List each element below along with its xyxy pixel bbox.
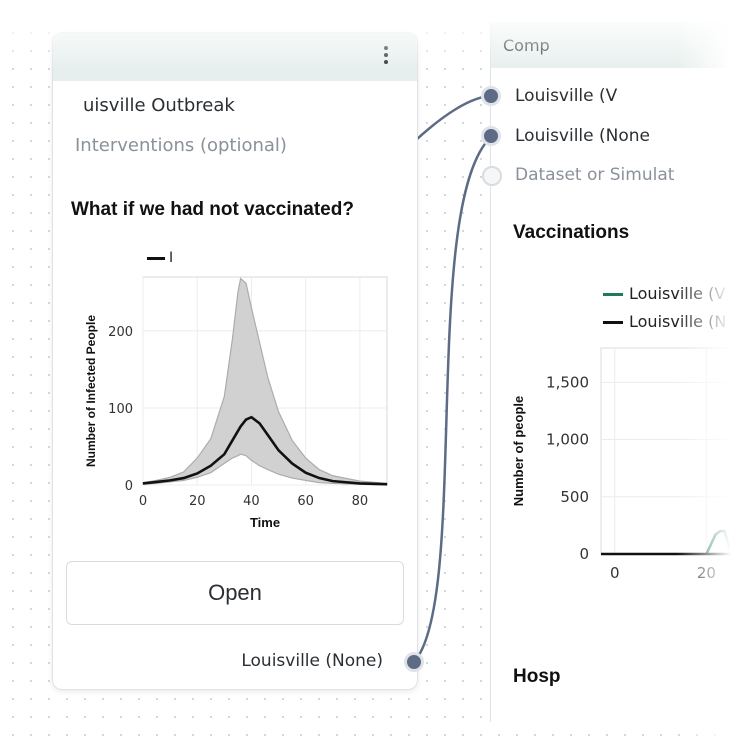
- input-label-louisville-none: Louisville (None: [515, 126, 651, 146]
- legend-louisville-none: Louisville (N: [603, 312, 726, 331]
- x-tick-label: 60: [297, 494, 314, 509]
- y-tick-label: 1,500: [546, 373, 589, 391]
- y-tick-label: 100: [108, 402, 133, 417]
- y-tick-label: 200: [108, 325, 133, 340]
- legend-label: Louisville (V: [629, 284, 726, 303]
- infected-chart: 0 20 40 60 80 0 100 200 Time Number of Infected P…: [84, 276, 388, 530]
- chart-legend: I: [147, 250, 173, 266]
- compare-node[interactable]: Comp Louisville (V Louisville (None Data…: [490, 22, 737, 722]
- interventions-input[interactable]: Interventions (optional): [75, 135, 287, 156]
- series-line-I: [142, 415, 388, 486]
- legend-louisville-v: Louisville (V: [603, 284, 725, 303]
- x-tick-label: 0: [139, 494, 147, 509]
- input-port-louisville-none[interactable]: [481, 126, 501, 146]
- x-axis-label: Time: [250, 515, 280, 530]
- uncertainty-band: [142, 277, 388, 486]
- input-port-dataset[interactable]: [482, 166, 502, 186]
- x-tick-label: 0: [610, 564, 620, 582]
- compare-node-title: Comp: [503, 36, 550, 55]
- plot-area: [600, 347, 737, 555]
- kebab-menu-icon[interactable]: [381, 43, 391, 71]
- y-tick-label: 0: [579, 545, 589, 563]
- x-tick-label: 20: [189, 494, 206, 509]
- y-axis-label: Number of people: [511, 396, 526, 507]
- legend-swatch-icon: [603, 321, 623, 324]
- legend-label: Louisville (N: [629, 312, 727, 331]
- output-port[interactable]: [404, 652, 424, 672]
- chart-card-title: What if we had not vaccinated?: [71, 199, 354, 220]
- node-header: [53, 33, 417, 81]
- vaccinations-title: Vaccinations: [513, 222, 630, 243]
- input-label-dataset[interactable]: Dataset or Simulat: [515, 165, 675, 185]
- y-tick-label: 500: [560, 488, 589, 506]
- y-tick-label: 1,000: [546, 431, 589, 449]
- vaccinations-chart: 0 20 0 500 1,000 1,500 Number of people: [511, 347, 737, 582]
- x-tick-label: 20: [697, 564, 716, 582]
- y-axis-label: Number of Infected People: [84, 315, 98, 467]
- legend-label: I: [169, 250, 174, 266]
- input-port-louisville-v[interactable]: [481, 86, 501, 106]
- y-tick-label: 0: [125, 479, 133, 494]
- legend-swatch-icon: [147, 256, 165, 260]
- input-label-louisville-v: Louisville (V: [515, 86, 618, 106]
- hospitalizations-title: Hosp: [513, 666, 561, 687]
- output-port-label: Louisville (None): [241, 651, 383, 671]
- x-tick-label: 40: [243, 494, 260, 509]
- open-button[interactable]: Open: [66, 561, 404, 625]
- node-title: uisville Outbreak: [83, 95, 235, 116]
- legend-swatch-icon: [603, 293, 623, 296]
- compare-node-header: Comp: [491, 22, 737, 68]
- x-tick-label: 80: [352, 494, 369, 509]
- simulation-node[interactable]: uisville Outbreak Interventions (optiona…: [52, 32, 418, 690]
